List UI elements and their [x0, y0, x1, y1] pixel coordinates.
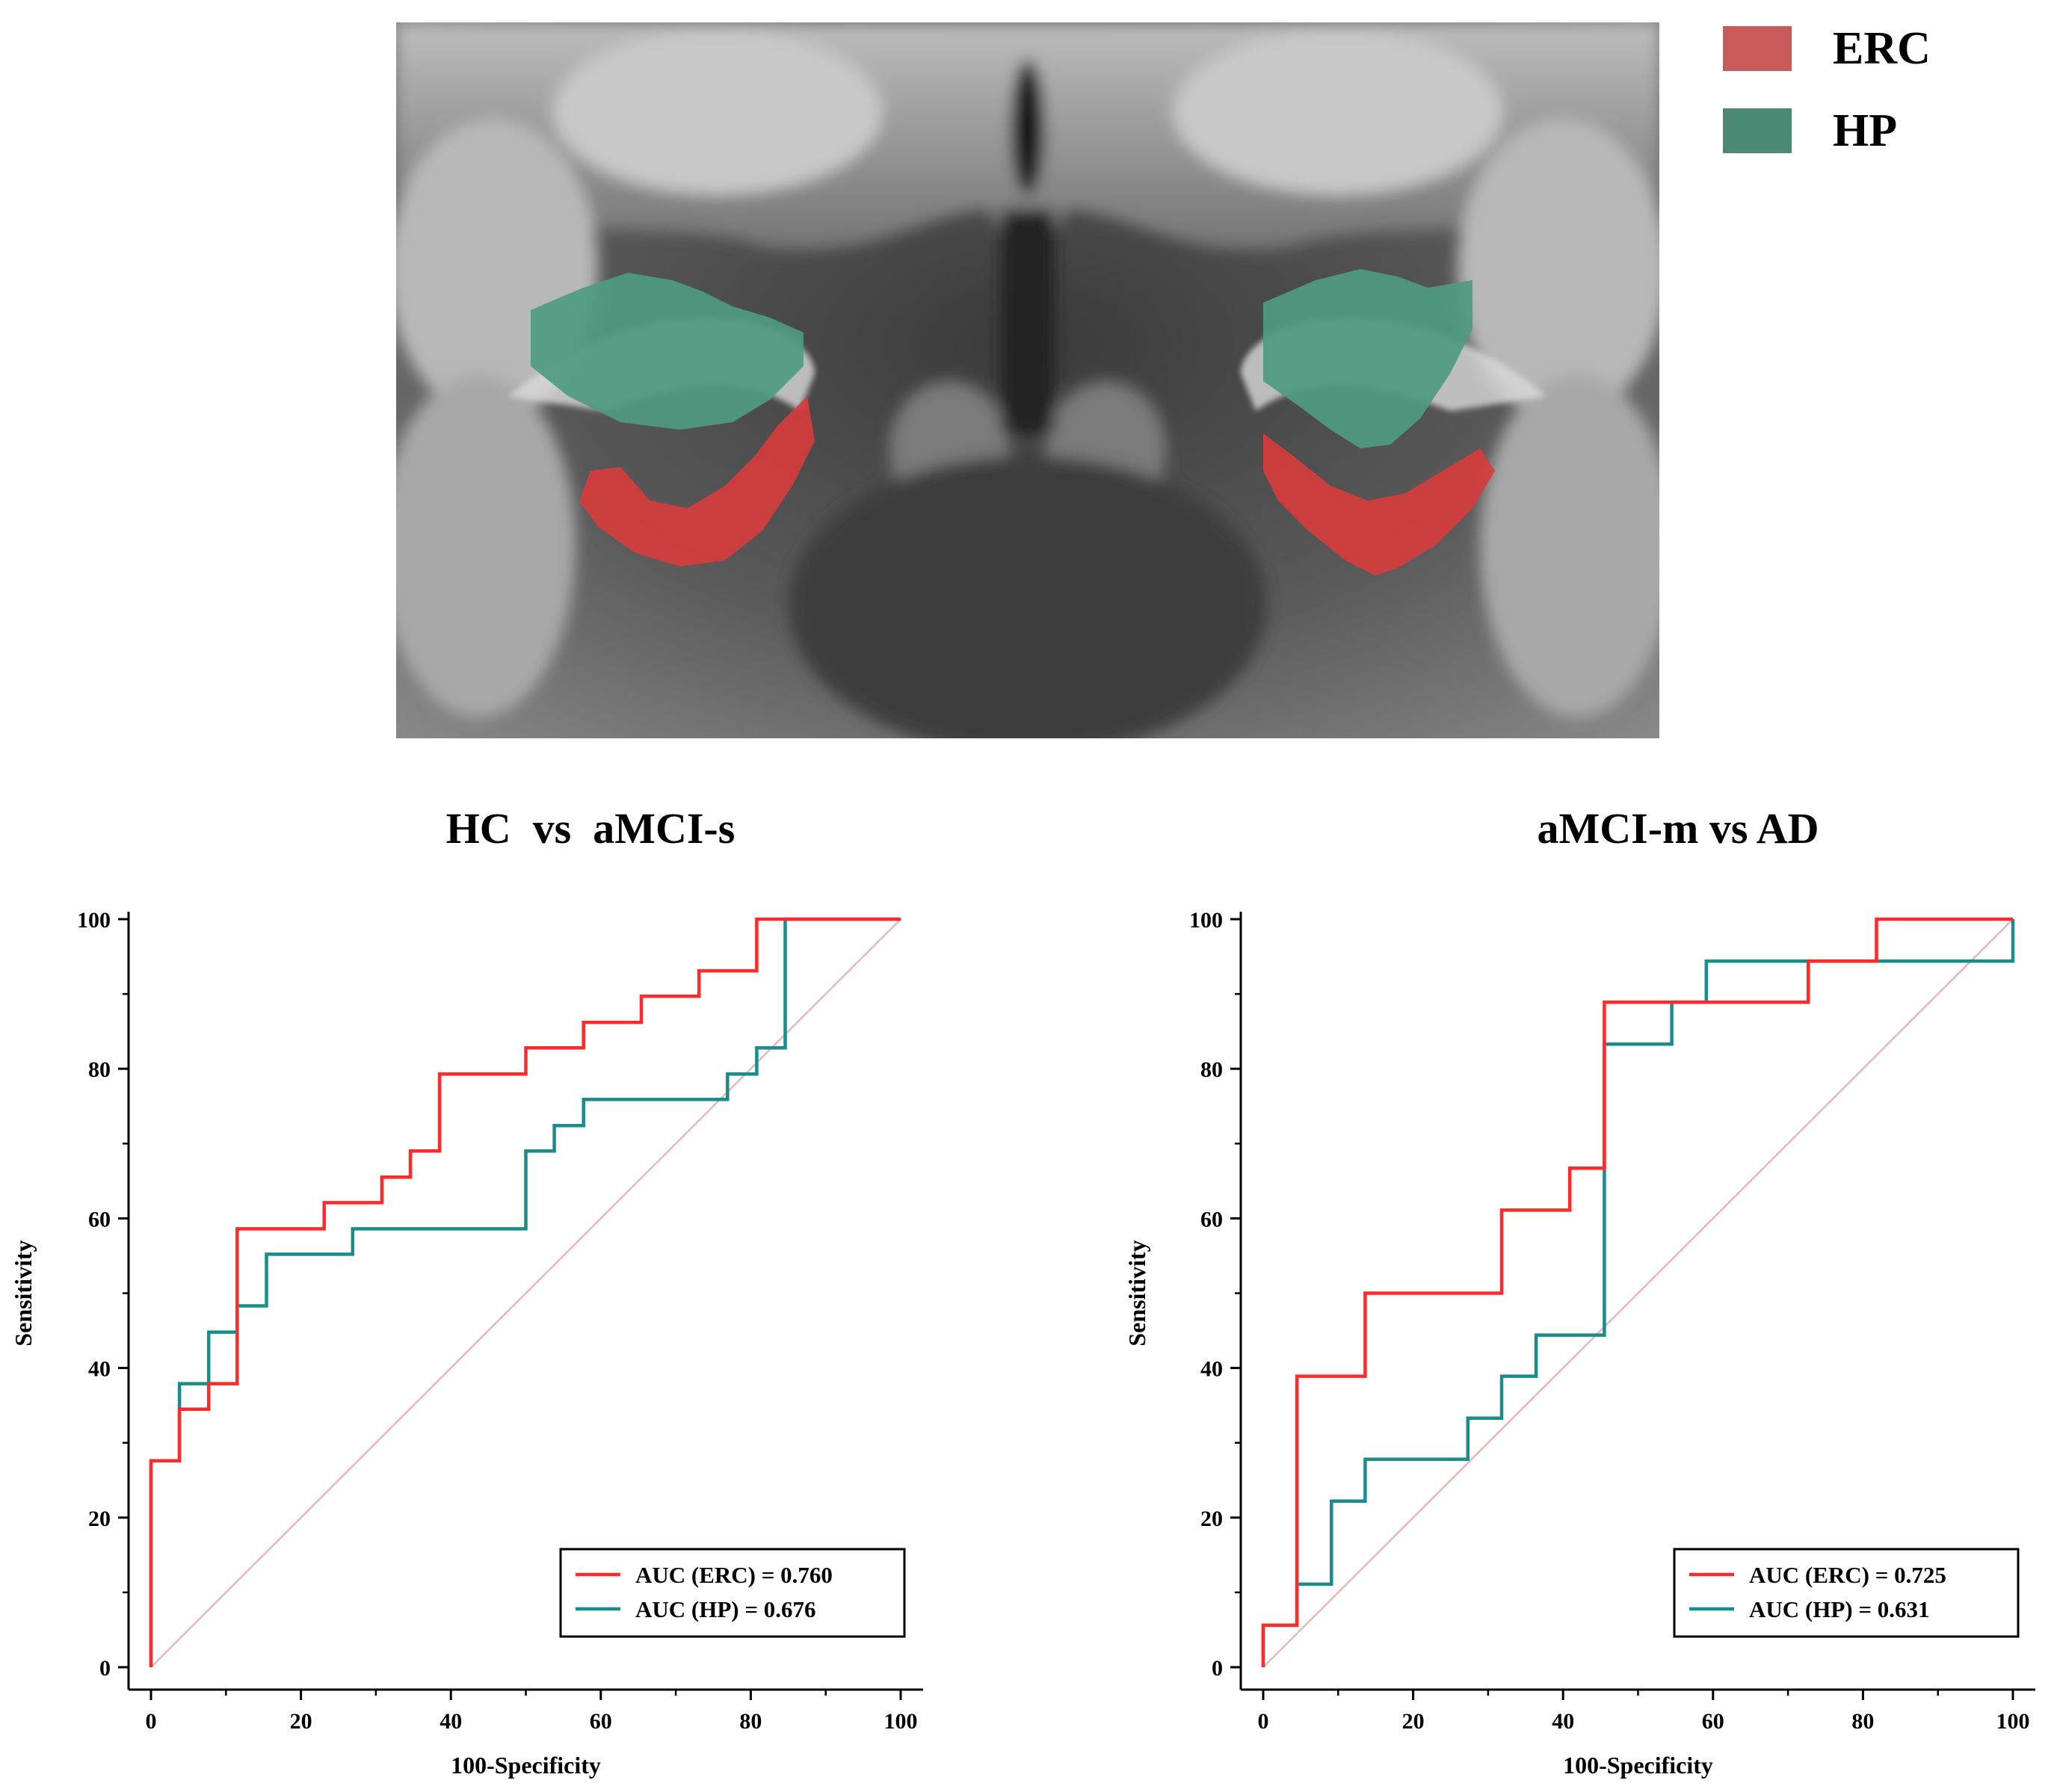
mri-brain-image	[396, 22, 1659, 738]
x-tick-label: 100	[884, 1709, 918, 1734]
erc-swatch	[1723, 26, 1792, 71]
roc-chart-left: 0 20 40 60 80 100 0 20 40 60 80 100 100-Specificity S…	[10, 908, 923, 1779]
hp-region-left	[531, 273, 804, 430]
x-tick-label: 40	[1552, 1709, 1574, 1734]
roc-line-erc	[149, 917, 901, 1667]
auc-legend-box	[1673, 1548, 2020, 1638]
region-legend: ERC HP	[1723, 22, 1931, 187]
x-tick-label: 0	[146, 1709, 157, 1734]
x-tick-label: 20	[290, 1709, 312, 1734]
y-axis-label: Sensitivity	[10, 1240, 37, 1346]
reference-diagonal-line	[150, 918, 901, 1668]
hp-swatch	[1723, 108, 1792, 153]
erc-region-right	[1263, 433, 1495, 575]
y-tick-label: 40	[1200, 1357, 1223, 1382]
legend-label-hp: HP	[1833, 105, 1898, 156]
legend-label-auc-erc: AUC (ERC) = 0.760	[635, 1562, 833, 1588]
x-tick-label: 60	[1702, 1709, 1724, 1734]
y-tick-label: 40	[88, 1357, 111, 1382]
y-tick-label: 60	[88, 1207, 111, 1232]
y-tick-label: 100	[1189, 908, 1223, 933]
y-tick-label: 80	[1200, 1057, 1223, 1082]
legend-label-auc-hp: AUC (HP) = 0.676	[635, 1596, 816, 1622]
y-tick-label: 0	[1212, 1656, 1223, 1681]
y-tick-label: 20	[88, 1507, 111, 1531]
legend-item-hp: HP	[1723, 105, 1931, 157]
x-tick-label: 80	[739, 1709, 762, 1734]
legend-item-erc: ERC	[1723, 22, 1931, 75]
x-tick-label: 0	[1258, 1709, 1269, 1734]
x-tick-label: 60	[590, 1709, 612, 1734]
erc-region-left	[579, 396, 815, 566]
x-tick-label: 80	[1851, 1709, 1874, 1734]
y-tick-label: 20	[1200, 1507, 1223, 1531]
roc-line-erc	[1261, 917, 2013, 1667]
x-tick-label: 40	[440, 1709, 462, 1734]
y-tick-label: 0	[99, 1656, 111, 1681]
roc-chart-right: 0 20 40 60 80 100 0 20 40 60 80 100 100-Specificity S…	[1123, 908, 2035, 1779]
auc-legend-box	[559, 1548, 906, 1638]
x-axis-label: 100-Specificity	[1563, 1752, 1713, 1779]
reference-diagonal-line	[1262, 918, 2014, 1668]
x-tick-label: 100	[1996, 1709, 2030, 1734]
legend-label-auc-hp: AUC (HP) = 0.631	[1749, 1596, 1930, 1622]
y-axis-label: Sensitivity	[1123, 1240, 1150, 1346]
x-axis-label: 100-Specificity	[451, 1752, 601, 1779]
y-tick-label: 80	[88, 1057, 111, 1082]
hp-region-right	[1263, 269, 1472, 448]
y-tick-label: 60	[1200, 1207, 1223, 1232]
chart-title-hc-vs-amci-s: HC vs aMCI-s	[445, 804, 735, 853]
y-tick-label: 100	[77, 908, 111, 933]
x-tick-label: 20	[1402, 1709, 1425, 1734]
chart-title-amci-m-vs-ad: aMCI-m vs AD	[1537, 804, 1819, 853]
legend-label-erc: ERC	[1833, 22, 1931, 74]
legend-label-auc-erc: AUC (ERC) = 0.725	[1749, 1562, 1946, 1588]
